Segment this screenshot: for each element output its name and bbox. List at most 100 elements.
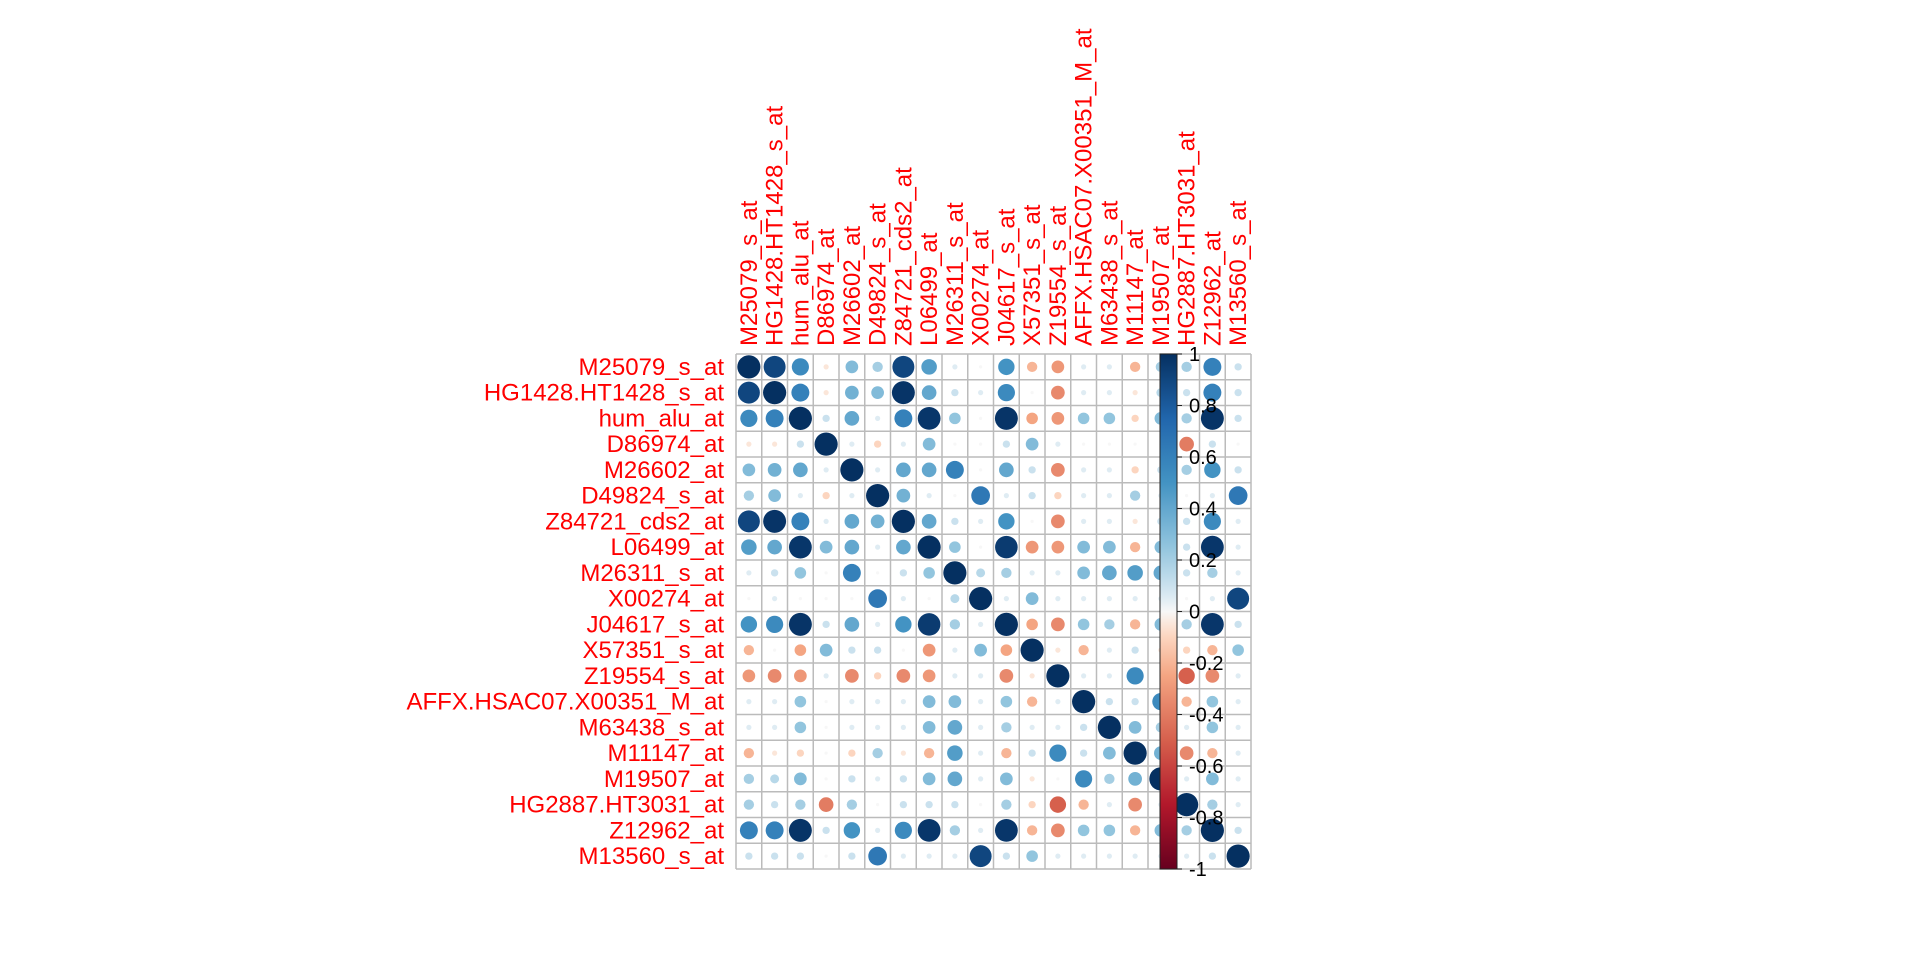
correlation-circle bbox=[948, 695, 962, 708]
correlation-circle bbox=[995, 535, 1018, 559]
correlation-circle bbox=[896, 462, 911, 478]
correlation-circle bbox=[1178, 667, 1195, 685]
correlation-circle bbox=[1081, 390, 1087, 396]
correlation-circle bbox=[1181, 696, 1192, 707]
correlation-circle bbox=[770, 852, 779, 860]
column-label: HG1428.HT1428_s_at bbox=[762, 106, 789, 346]
correlation-circle bbox=[899, 775, 908, 783]
correlation-circle bbox=[978, 827, 984, 833]
correlation-circle bbox=[978, 776, 984, 782]
correlation-circle bbox=[947, 771, 963, 787]
correlation-circle bbox=[1025, 437, 1039, 451]
correlation-circle bbox=[823, 390, 829, 396]
correlation-circle bbox=[952, 673, 958, 679]
correlation-circle bbox=[969, 587, 993, 611]
colorbar-tick-label: 1 bbox=[1189, 344, 1200, 366]
correlation-circle bbox=[1184, 724, 1190, 730]
correlation-circle bbox=[952, 364, 958, 370]
correlation-circle bbox=[773, 648, 777, 652]
correlation-circle bbox=[978, 724, 984, 730]
correlation-circle bbox=[1234, 620, 1242, 629]
correlation-circle bbox=[1030, 391, 1034, 395]
correlation-circle bbox=[1030, 519, 1034, 523]
correlation-circle bbox=[1235, 544, 1241, 550]
correlation-circle bbox=[739, 821, 758, 840]
correlation-circle bbox=[1127, 565, 1143, 581]
correlation-circle bbox=[849, 699, 855, 705]
correlation-circle bbox=[814, 432, 838, 456]
correlation-circle bbox=[846, 799, 858, 810]
correlation-circle bbox=[974, 643, 987, 657]
correlation-circle bbox=[1182, 388, 1191, 397]
colorbar bbox=[1159, 353, 1178, 870]
correlation-circle bbox=[953, 494, 957, 498]
correlation-circle bbox=[1001, 747, 1012, 759]
correlation-circle bbox=[891, 381, 915, 405]
correlation-circle bbox=[998, 358, 1015, 376]
correlation-circle bbox=[1029, 724, 1035, 730]
correlation-circle bbox=[1078, 644, 1089, 656]
correlation-circle bbox=[971, 486, 990, 505]
correlation-circle bbox=[978, 621, 984, 627]
correlation-circle bbox=[1029, 570, 1035, 576]
correlation-circle bbox=[794, 772, 807, 786]
correlation-circle bbox=[1235, 518, 1241, 524]
correlation-circle bbox=[844, 617, 860, 632]
correlation-circle bbox=[772, 596, 778, 602]
row-label: Z12962_at bbox=[609, 817, 724, 844]
correlation-circle bbox=[950, 594, 960, 604]
correlation-circle bbox=[1208, 440, 1217, 448]
correlation-circle bbox=[1051, 463, 1065, 477]
correlation-circle bbox=[1128, 772, 1142, 786]
correlation-circle bbox=[1081, 596, 1087, 602]
correlation-circle bbox=[921, 359, 937, 375]
correlation-circle bbox=[1055, 647, 1061, 653]
correlation-circle bbox=[819, 643, 833, 657]
correlation-circle bbox=[770, 569, 779, 577]
correlation-circle bbox=[978, 699, 984, 705]
row-label: M26311_s_at bbox=[580, 560, 724, 587]
correlation-circle bbox=[848, 775, 856, 783]
colorbar-tick-label: -1 bbox=[1189, 859, 1207, 881]
correlation-circle bbox=[1203, 512, 1221, 530]
correlation-circle bbox=[848, 852, 856, 860]
correlation-circle bbox=[1026, 361, 1038, 373]
correlation-circle bbox=[743, 644, 755, 656]
correlation-circle bbox=[979, 416, 983, 420]
correlation-circle bbox=[1226, 844, 1250, 868]
correlation-circle bbox=[1051, 540, 1065, 554]
correlation-circle bbox=[1203, 383, 1222, 402]
correlation-circle bbox=[925, 800, 933, 809]
column-label: M13560_s_at bbox=[1225, 200, 1252, 346]
correlation-circle bbox=[1107, 442, 1111, 446]
correlation-circle bbox=[1235, 750, 1241, 756]
correlation-circle bbox=[998, 513, 1015, 530]
correlation-circle bbox=[1184, 853, 1190, 859]
correlation-circle bbox=[1026, 412, 1038, 425]
correlation-circle bbox=[895, 616, 912, 633]
correlation-circle bbox=[952, 853, 958, 859]
correlation-circle bbox=[796, 852, 805, 860]
correlation-circle bbox=[1128, 797, 1142, 812]
correlation-circle bbox=[875, 467, 881, 473]
correlation-circle bbox=[823, 518, 829, 524]
column-label: M11147_at bbox=[1122, 229, 1149, 346]
correlation-circle bbox=[997, 384, 1015, 402]
correlation-circle bbox=[1026, 825, 1038, 836]
correlation-circle bbox=[1001, 799, 1012, 810]
correlation-circle bbox=[1079, 723, 1088, 732]
correlation-circle bbox=[926, 853, 932, 859]
correlation-circle bbox=[766, 615, 784, 633]
correlation-circle bbox=[875, 724, 881, 730]
correlation-circle bbox=[843, 822, 861, 839]
correlation-circle bbox=[923, 567, 935, 579]
correlation-circle bbox=[979, 545, 983, 549]
correlation-circle bbox=[1026, 618, 1038, 631]
correlation-circle bbox=[1207, 567, 1218, 579]
column-label: M63438_s_at bbox=[1096, 200, 1123, 346]
correlation-circle bbox=[896, 539, 911, 555]
correlation-circle bbox=[1077, 540, 1090, 554]
correlation-circle bbox=[952, 647, 958, 653]
correlation-circle bbox=[1106, 364, 1112, 370]
